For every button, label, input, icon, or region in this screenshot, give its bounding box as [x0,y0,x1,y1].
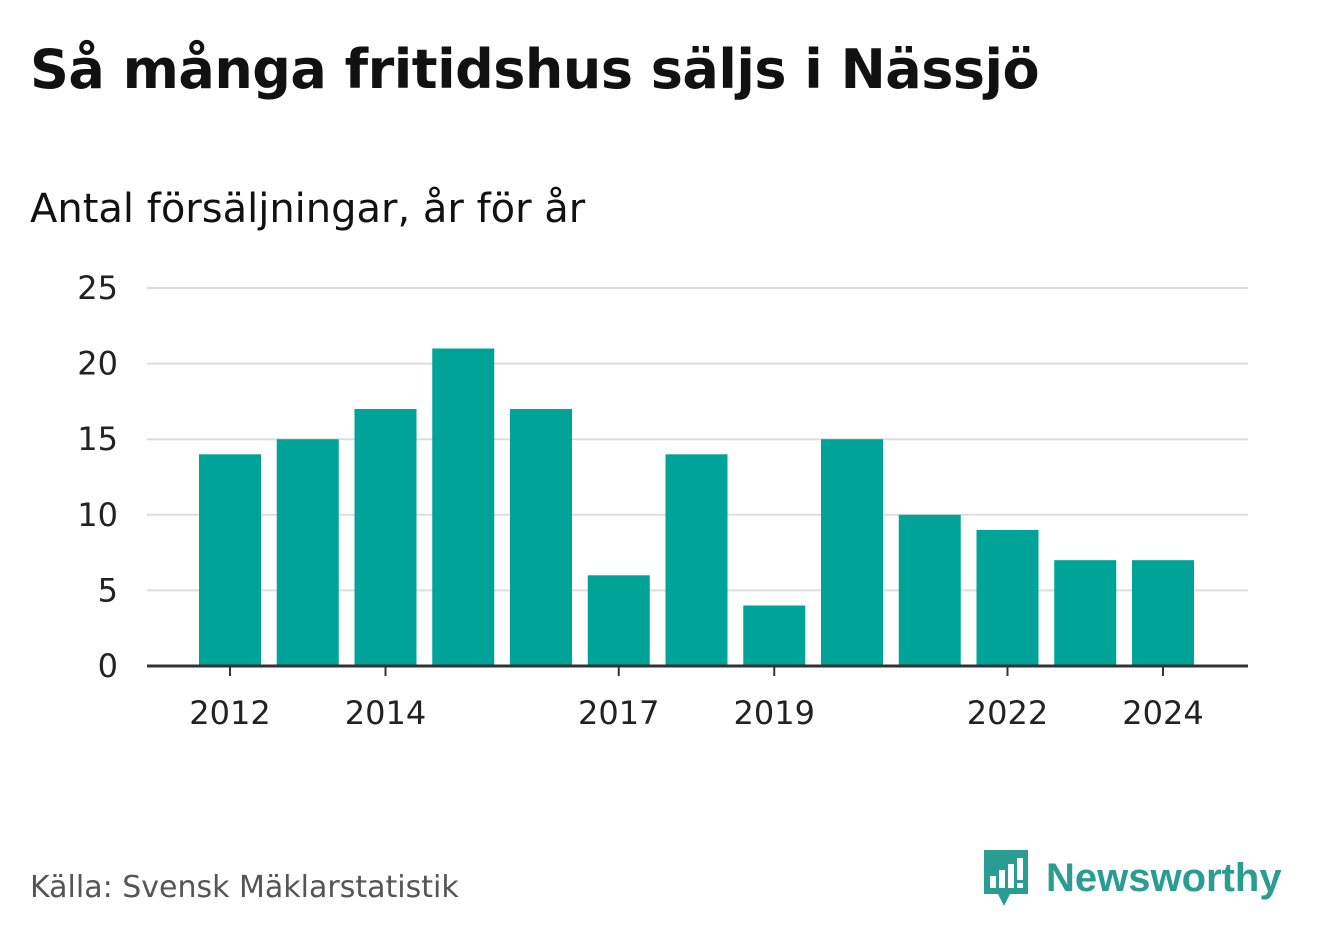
x-tick-label: 2012 [189,694,270,732]
bar-2024 [1132,560,1194,666]
chart-title: Så många fritidshus säljs i Nässjö [30,38,1040,101]
bars [199,348,1194,666]
bar-2012 [199,454,261,666]
y-tick-label: 15 [77,420,118,458]
brand-logo: Newsworthy [980,848,1282,908]
bar-2016 [510,408,572,666]
y-tick-label: 25 [77,269,118,307]
bar-2023 [1054,560,1117,666]
bar-2014 [354,408,417,666]
x-tick-label: 2019 [734,694,815,732]
bar-chart: 0 5 10 15 20 25 2012 2014 2017 2019 2022 2024 [77,269,1248,732]
bar-2019 [743,605,806,666]
x-tick-label: 2017 [578,694,659,732]
bar-2021 [898,514,961,666]
bar-2015 [432,348,495,666]
bar-2020 [821,439,883,666]
bar-2013 [276,439,339,666]
y-tick-label: 0 [98,647,118,685]
y-tick-label: 5 [98,571,118,609]
bar-2022 [976,529,1039,666]
x-tick-label: 2022 [967,694,1048,732]
y-axis-ticks: 0 5 10 15 20 25 [77,269,118,685]
brand-name: Newsworthy [1046,855,1282,900]
x-tick-label: 2014 [345,694,426,732]
source-note: Källa: Svensk Mäklarstatistik [30,870,459,905]
y-tick-label: 10 [77,496,118,534]
bar-chart-speech-bubble-icon [984,850,1028,906]
bar-2018 [665,454,728,666]
x-tick-label: 2024 [1122,694,1203,732]
y-tick-label: 20 [77,345,118,383]
bar-2017 [587,575,650,666]
x-axis-ticks: 2012 2014 2017 2019 2022 2024 [189,666,1204,732]
chart-subtitle: Antal försäljningar, år för år [30,186,586,232]
